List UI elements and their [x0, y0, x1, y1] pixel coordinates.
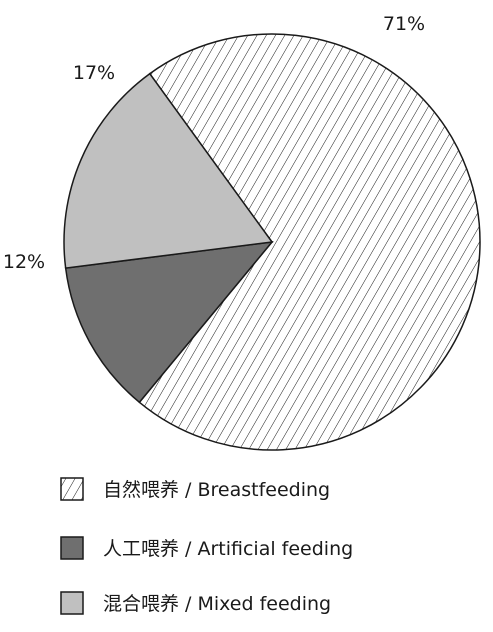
- legend-item-breastfeeding: 自然喂养 / Breastfeeding: [60, 477, 330, 501]
- pie-slice-artificial-feeding: [64, 241, 274, 404]
- legend-label-mixed-feeding: 混合喂养 / Mixed feeding: [103, 593, 331, 615]
- legend-swatch-breastfeeding: [60, 477, 84, 501]
- pie-slice-breastfeeding: [138, 33, 481, 451]
- value-label-artificial-feeding: 12%: [3, 251, 45, 273]
- legend-item-artificial-feeding: 人工喂养 / Artificial feeding: [60, 536, 353, 560]
- value-label-breastfeeding: 71%: [383, 13, 425, 35]
- legend-swatch-mixed-feeding: [60, 591, 84, 615]
- legend-label-breastfeeding: 自然喂养 / Breastfeeding: [103, 479, 330, 501]
- value-label-mixed-feeding: 17%: [73, 62, 115, 84]
- legend-item-mixed-feeding: 混合喂养 / Mixed feeding: [60, 591, 331, 615]
- pie-slices: [63, 33, 481, 451]
- legend: 自然喂养 / Breastfeeding 人工喂养 / Artificial fe…: [60, 477, 353, 615]
- pie-slice-mixed-feeding: [63, 72, 274, 269]
- legend-label-artificial-feeding: 人工喂养 / Artificial feeding: [103, 538, 353, 560]
- pie-value-labels: 71% 12% 17%: [3, 13, 425, 273]
- legend-swatch-artificial-feeding: [60, 536, 84, 560]
